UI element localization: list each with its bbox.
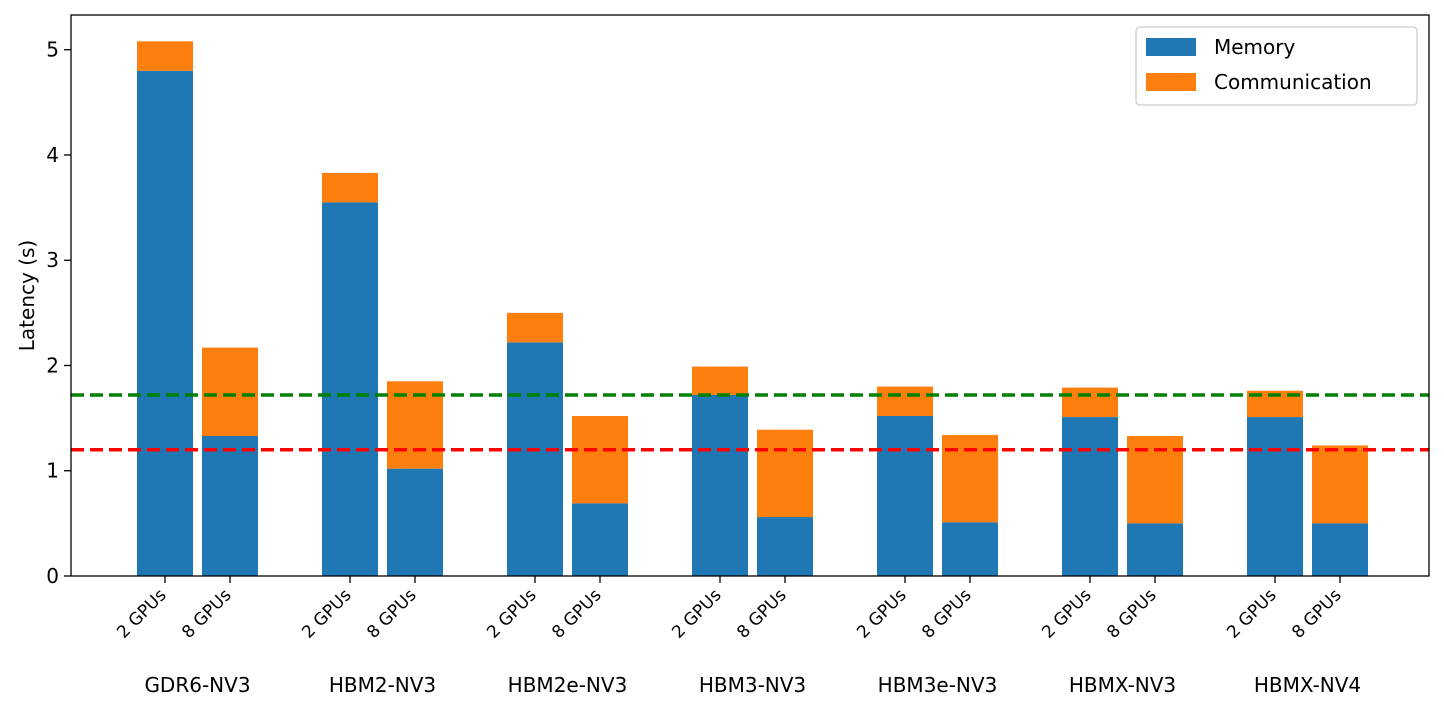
bar-memory-hbm2e-nv3-8-gpus — [572, 503, 628, 576]
bar-memory-hbm3e-nv3-8-gpus — [942, 522, 998, 576]
x-group-label: HBMX-NV4 — [1254, 673, 1361, 697]
bar-communication-hbm2e-nv3-2-gpus — [507, 312, 563, 343]
bar-communication-hbm3-nv3-8-gpus — [757, 429, 813, 518]
bar-memory-hbm3-nv3-2-gpus — [692, 394, 748, 576]
y-tick-label: 3 — [46, 248, 59, 272]
x-sub-label: 8 GPUs — [1288, 585, 1345, 642]
y-tick-label: 4 — [46, 143, 59, 167]
bar-memory-hbmx-nv3-2-gpus — [1062, 417, 1118, 576]
legend-label-memory: Memory — [1214, 35, 1296, 59]
bars-layer — [137, 41, 1368, 577]
y-axis: 0 1 2 3 4 5 — [46, 38, 71, 588]
x-group-label: HBM2-NV3 — [329, 673, 436, 697]
x-sub-label: 2 GPUs — [1223, 585, 1280, 642]
plot-frame — [70, 14, 1430, 577]
x-sub-label: 2 GPUs — [298, 585, 355, 642]
bar-communication-hbm2-nv3-2-gpus — [322, 172, 378, 203]
x-sub-label: 8 GPUs — [1103, 585, 1160, 642]
bar-memory-hbm2e-nv3-2-gpus — [507, 342, 563, 576]
x-sub-label: 2 GPUs — [668, 585, 725, 642]
x-group-label: GDR6-NV3 — [144, 673, 250, 697]
reference-lines — [71, 393, 1429, 452]
bar-memory-hbm3-nv3-8-gpus — [757, 517, 813, 576]
x-sub-label: 8 GPUs — [918, 585, 975, 642]
y-tick-label: 1 — [46, 459, 59, 483]
legend: Memory Communication — [1135, 26, 1418, 106]
bar-memory-hbm2-nv3-8-gpus — [387, 468, 443, 576]
legend-box — [1135, 26, 1418, 106]
bar-memory-gdr6-nv3-2-gpus — [137, 70, 193, 576]
y-tick-label: 2 — [46, 353, 59, 377]
bar-communication-hbm3-nv3-2-gpus — [692, 366, 748, 395]
bar-communication-hbmx-nv3-2-gpus — [1062, 387, 1118, 418]
legend-swatch-communication — [1146, 73, 1196, 91]
bar-memory-hbmx-nv3-8-gpus — [1127, 523, 1183, 576]
bar-memory-hbm3e-nv3-2-gpus — [877, 416, 933, 576]
bar-communication-hbm3e-nv3-2-gpus — [877, 386, 933, 417]
legend-swatch-memory — [1146, 38, 1196, 56]
y-tick-label: 0 — [46, 564, 59, 588]
bar-memory-hbmx-nv4-2-gpus — [1247, 417, 1303, 576]
x-sub-label: 2 GPUs — [853, 585, 910, 642]
x-sub-label: 8 GPUs — [178, 585, 235, 642]
x-sub-label: 2 GPUs — [483, 585, 540, 642]
x-sub-label: 8 GPUs — [733, 585, 790, 642]
bar-memory-hbmx-nv4-8-gpus — [1312, 523, 1368, 576]
bar-communication-gdr6-nv3-8-gpus — [202, 347, 258, 437]
x-sub-label: 8 GPUs — [363, 585, 420, 642]
legend-label-communication: Communication — [1214, 70, 1372, 94]
x-group-label: HBM3-NV3 — [699, 673, 806, 697]
x-group-label: HBMX-NV3 — [1069, 673, 1176, 697]
x-sub-label: 2 GPUs — [113, 585, 170, 642]
x-group-label: HBM3e-NV3 — [878, 673, 998, 697]
bar-communication-hbmx-nv4-8-gpus — [1312, 445, 1368, 524]
y-tick-label: 5 — [46, 38, 59, 62]
y-axis-title: Latency (s) — [15, 240, 39, 351]
x-group-label: HBM2e-NV3 — [508, 673, 628, 697]
x-sub-label: 2 GPUs — [1038, 585, 1095, 642]
x-sub-label: 8 GPUs — [548, 585, 605, 642]
bar-communication-gdr6-nv3-2-gpus — [137, 41, 193, 71]
bar-communication-hbm2e-nv3-8-gpus — [572, 416, 628, 504]
bar-memory-hbm2-nv3-2-gpus — [322, 202, 378, 577]
bar-memory-gdr6-nv3-8-gpus — [202, 436, 258, 576]
